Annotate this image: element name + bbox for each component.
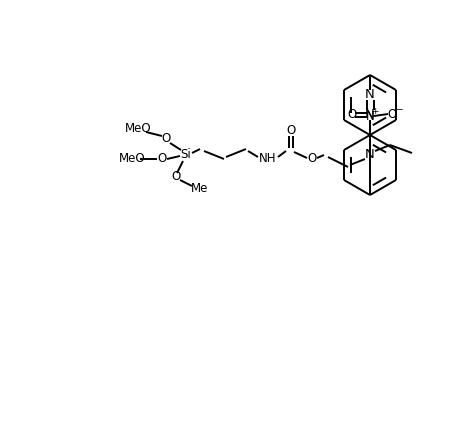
Text: O: O [347, 108, 356, 121]
Text: N: N [365, 89, 375, 102]
Text: O: O [287, 124, 295, 137]
Text: −: − [395, 105, 403, 114]
Text: O: O [158, 152, 167, 165]
Text: O: O [171, 171, 181, 184]
Text: MeO: MeO [125, 123, 151, 136]
Text: +: + [371, 107, 379, 115]
Text: O: O [308, 152, 316, 165]
Text: NH: NH [259, 152, 277, 165]
Text: Si: Si [181, 149, 192, 162]
Text: Me: Me [192, 182, 209, 196]
Text: N: N [365, 149, 375, 162]
Text: N: N [366, 111, 374, 124]
Text: O: O [387, 108, 397, 121]
Text: MeO: MeO [119, 152, 145, 165]
Text: N: N [365, 108, 375, 121]
Text: O: O [161, 133, 171, 146]
